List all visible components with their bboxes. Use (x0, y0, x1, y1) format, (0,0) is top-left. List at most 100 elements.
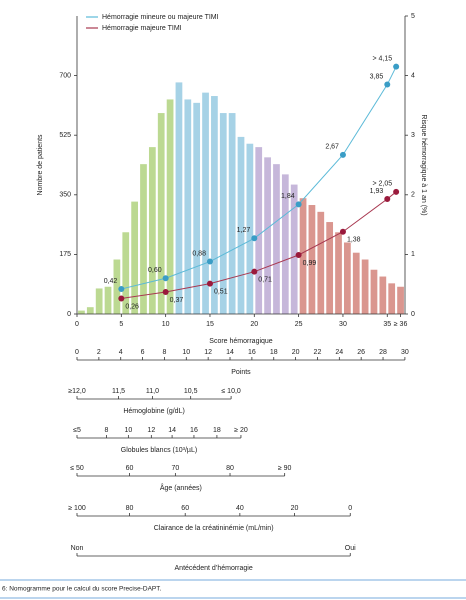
y2-axis-label: Risque hémorragique à 1 an (%) (420, 114, 427, 215)
scale-tick-label: 30 (401, 349, 409, 356)
x-tick-label: ≥ 36 (394, 321, 408, 328)
bar (166, 99, 174, 314)
bar (290, 184, 298, 314)
risk-point (295, 251, 302, 258)
value-label: 0,26 (125, 303, 139, 310)
scale-title: Points (231, 369, 251, 376)
scale-tick-label: 12 (147, 427, 155, 434)
scale-tick-label: 10,5 (184, 388, 198, 395)
y-tick-label: 350 (59, 192, 71, 199)
bar (193, 102, 201, 315)
bar (352, 252, 360, 314)
bar (397, 286, 404, 314)
y2-tick-label: 0 (411, 311, 415, 318)
bar (237, 136, 245, 314)
value-label: 2,67 (325, 144, 339, 151)
risk-point (339, 228, 346, 235)
bar (78, 310, 85, 314)
scale-tick-label: 20 (291, 505, 299, 512)
bar (202, 92, 209, 314)
value-label: 1,38 (347, 237, 361, 244)
scale-tick-label: ≥ 100 (68, 505, 86, 512)
value-label: 3,85 (370, 73, 384, 80)
y-tick-label: 0 (67, 311, 71, 318)
scale-tick-label: ≥ 90 (278, 465, 292, 472)
scale-tick-label: 60 (126, 465, 134, 472)
scale-tick-label: 22 (314, 349, 322, 356)
y2-tick-label: 2 (411, 192, 415, 199)
risk-point (118, 295, 125, 302)
scale-title: Hémoglobine (g/dL) (123, 408, 184, 415)
bar (299, 198, 307, 314)
legend-label: Hémorragie mineure ou majeure TIMI (102, 14, 219, 21)
bar (95, 288, 103, 314)
x-tick-label: 30 (339, 321, 347, 328)
scale-tick-label: 10 (124, 427, 132, 434)
legend-label: Hémorragie majeure TIMI (102, 25, 182, 32)
scale-tick-label: ≤ 50 (70, 465, 84, 472)
risk-line (121, 66, 397, 290)
value-label: 0,37 (170, 297, 184, 304)
risk-point (162, 275, 169, 282)
bar (184, 99, 192, 314)
bar (131, 201, 138, 314)
bar (281, 174, 289, 314)
scale-tick-label: 14 (168, 427, 176, 434)
scale-tick-label: 20 (292, 349, 300, 356)
scale-tick-label: 6 (141, 349, 145, 356)
scale-title: Antécédent d’hémorragie (175, 565, 253, 572)
x-tick-label: 15 (206, 321, 214, 328)
scale-tick-label: 2 (97, 349, 101, 356)
value-label: 0,51 (214, 288, 228, 295)
bar (148, 147, 156, 314)
scale-tick-label: ≥ 20 (234, 427, 248, 434)
x-tick-label: 10 (162, 321, 170, 328)
bar (317, 211, 325, 314)
value-label: 0,60 (148, 267, 162, 274)
value-label: 1,27 (237, 227, 251, 234)
scale-tick-label: 10 (182, 349, 190, 356)
risk-point (162, 288, 169, 295)
bar (370, 269, 378, 314)
scale-tick-label: 11,5 (112, 388, 125, 395)
x-tick-label: 25 (295, 321, 303, 328)
y2-tick-label: 1 (411, 251, 415, 258)
scale-tick-label: 0 (75, 349, 79, 356)
bar (379, 276, 387, 314)
bar (361, 259, 369, 314)
x-tick-label: 0 (75, 321, 79, 328)
risk-point (251, 235, 258, 242)
bar (308, 205, 316, 314)
bar (140, 164, 147, 314)
scale-tick-label: 80 (126, 505, 134, 512)
bar (219, 113, 227, 314)
value-label: > 2,05 (372, 181, 392, 188)
scale-tick-label: 80 (226, 465, 234, 472)
scale-tick-label: ≥12,0 (68, 388, 86, 395)
x-tick-label: 35 (383, 321, 391, 328)
scale-tick-label: 40 (236, 505, 244, 512)
scale-tick-label: 12 (204, 349, 212, 356)
risk-line (121, 191, 397, 299)
scale-tick-label: 8 (162, 349, 166, 356)
bar (175, 82, 183, 314)
value-label: 0,71 (258, 277, 272, 284)
risk-point (384, 81, 391, 88)
caption: 6: Nomogramme pour le calcul du score Pr… (2, 586, 162, 593)
y-axis-label: Nombre de patients (37, 134, 44, 196)
bar (157, 113, 165, 314)
y-tick-label: 525 (59, 132, 71, 139)
bar (113, 259, 121, 314)
risk-point (118, 285, 125, 292)
bar (211, 96, 218, 314)
bar (122, 232, 130, 314)
scale-tick-label: 14 (226, 349, 234, 356)
scale-tick-label: Non (71, 545, 84, 552)
scale-tick-label: 18 (213, 427, 221, 434)
risk-point (384, 195, 391, 202)
bar (246, 143, 254, 314)
scale-tick-label: 60 (181, 505, 189, 512)
y2-tick-label: 4 (411, 72, 415, 79)
bar (344, 242, 351, 314)
risk-point (206, 258, 213, 265)
